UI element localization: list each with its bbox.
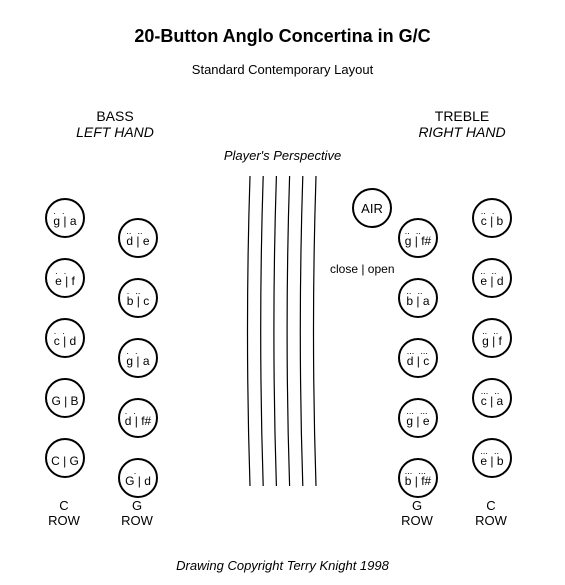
row-label-treble-c: CROW (467, 498, 515, 528)
treble-g-row-button-0: .. ..g | f# (398, 218, 438, 258)
bass-c-row-button-2: . .c | d (45, 318, 85, 358)
treble-heading-line1: TREBLE (402, 108, 522, 124)
treble-heading: TREBLE RIGHT HAND (402, 108, 522, 140)
treble-g-row-button-2: ... ...d | c (398, 338, 438, 378)
row-label-bass-c: CROW (40, 498, 88, 528)
bass-g-row-button-4: .G | d (118, 458, 158, 498)
bass-c-row-button-0: . .g | a (45, 198, 85, 238)
treble-c-row-button-0: .. .c | b (472, 198, 512, 238)
bass-g-row-button-3: . .d | f# (118, 398, 158, 438)
treble-c-row-button-1: .. ..e | d (472, 258, 512, 298)
air-button: AIR (352, 188, 392, 228)
row-label-treble-g: GROW (393, 498, 441, 528)
credit: Drawing Copyright Terry Knight 1998 (0, 558, 565, 573)
treble-g-row-button-3: ... ...g | e (398, 398, 438, 438)
bass-c-row-button-4: C | G (45, 438, 85, 478)
bass-heading-line1: BASS (55, 108, 175, 124)
treble-heading-line2: RIGHT HAND (402, 124, 522, 140)
close-open-label: close | open (330, 262, 395, 276)
treble-c-row-button-4: ... ..e | b (472, 438, 512, 478)
treble-g-row-button-4: ... ...b | f# (398, 458, 438, 498)
treble-c-row-button-2: .. ..g | f (472, 318, 512, 358)
row-label-bass-g: GROW (113, 498, 161, 528)
bass-heading-line2: LEFT HAND (55, 124, 175, 140)
bass-g-row-button-0: .. ..d | e (118, 218, 158, 258)
perspective-label: Player's Perspective (0, 148, 565, 163)
bellows-icon (238, 176, 328, 486)
page-title: 20-Button Anglo Concertina in G/C (0, 26, 565, 47)
bass-g-row-button-1: . ..b | c (118, 278, 158, 318)
treble-g-row-button-1: .. ..b | a (398, 278, 438, 318)
subtitle: Standard Contemporary Layout (0, 62, 565, 77)
bass-heading: BASS LEFT HAND (55, 108, 175, 140)
bass-g-row-button-2: . .g | a (118, 338, 158, 378)
bass-c-row-button-3: G | B (45, 378, 85, 418)
bass-c-row-button-1: . .e | f (45, 258, 85, 298)
treble-c-row-button-3: ... ..c | a (472, 378, 512, 418)
